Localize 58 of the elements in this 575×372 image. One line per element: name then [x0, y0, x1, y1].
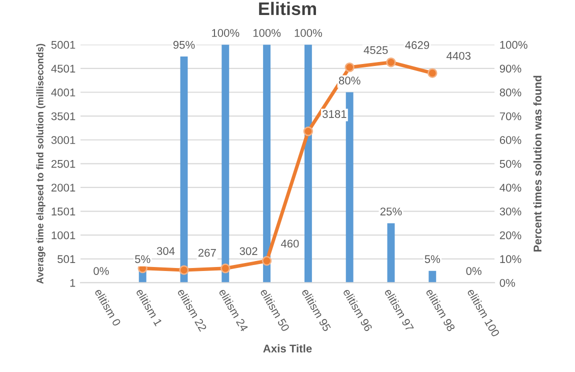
bar — [263, 44, 271, 283]
data-label: 0% — [466, 267, 482, 275]
y2-tick-label: 100% — [500, 40, 528, 49]
chart-title: Elitism — [259, 2, 316, 16]
point — [179, 265, 189, 275]
y2-tick-label: 10% — [500, 255, 522, 264]
data-label: 304 — [156, 247, 175, 255]
point — [220, 264, 230, 274]
y-tick-label: 3501 — [51, 112, 76, 120]
y-tick-label: 5001 — [51, 40, 76, 49]
data-label: 4629 — [405, 41, 430, 50]
data-label: 5% — [135, 255, 150, 264]
data-label: 5% — [424, 255, 440, 264]
y2-tick-label: 40% — [500, 184, 522, 192]
x-axis-title: Axis Title — [263, 344, 312, 352]
data-label: 4403 — [446, 52, 471, 60]
y-tick-label: 2501 — [51, 160, 76, 168]
y2-axis-title: Percent times solution was found — [533, 76, 542, 252]
point — [386, 57, 396, 68]
y2-tick-label: 60% — [500, 136, 522, 144]
data-label: 95% — [173, 40, 195, 49]
y-tick-label: 4001 — [51, 88, 76, 96]
bar — [428, 270, 436, 283]
data-label: 80% — [338, 76, 360, 85]
bar — [222, 44, 230, 283]
y-tick-label: 4501 — [51, 64, 76, 73]
bar — [387, 223, 395, 283]
data-label: 267 — [198, 248, 216, 257]
y2-tick-label: 90% — [500, 64, 522, 73]
data-label: 100% — [212, 29, 240, 37]
y-tick-label: 1001 — [52, 231, 76, 240]
data-label: 100% — [294, 29, 322, 37]
y2-tick-label: 0% — [500, 278, 516, 287]
point — [303, 126, 314, 136]
data-label: 25% — [380, 208, 402, 216]
y-tick-label: 1501 — [52, 208, 76, 216]
point — [344, 62, 354, 72]
y-axis-title: Average time elapsed to find solution (milliseconds) — [36, 44, 46, 284]
point — [428, 68, 438, 78]
bar — [180, 56, 188, 283]
y-tick-label: 501 — [58, 255, 76, 264]
data-label: 3181 — [322, 110, 346, 118]
bar — [346, 92, 354, 283]
y2-tick-label: 50% — [500, 160, 522, 168]
y2-tick-label: 30% — [500, 208, 522, 216]
y-tick-label: 3001 — [51, 136, 76, 144]
point — [262, 256, 272, 266]
y-tick-label: 2001 — [51, 184, 76, 192]
y2-tick-label: 70% — [500, 112, 522, 120]
data-label: 460 — [280, 240, 299, 248]
y2-tick-label: 80% — [500, 88, 522, 96]
data-label: 4525 — [364, 46, 388, 54]
data-label: 100% — [253, 29, 281, 37]
y-tick-label: 1 — [70, 279, 76, 287]
y2-tick-label: 20% — [500, 231, 522, 240]
data-label: 302 — [240, 247, 258, 256]
data-label: 0% — [94, 267, 109, 275]
bar — [304, 44, 312, 283]
